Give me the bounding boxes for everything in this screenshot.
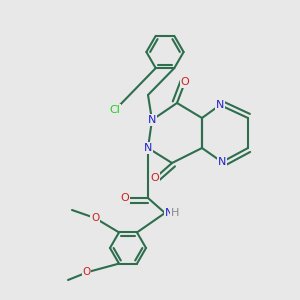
Text: O: O [151, 173, 159, 183]
Text: N: N [164, 208, 173, 218]
Text: Cl: Cl [110, 105, 120, 115]
Text: O: O [91, 213, 99, 223]
Text: H: H [171, 208, 179, 218]
Text: N: N [218, 157, 226, 167]
Text: N: N [148, 115, 156, 125]
Text: O: O [82, 267, 91, 277]
Text: N: N [144, 143, 152, 153]
Text: O: O [121, 193, 129, 203]
Text: N: N [216, 100, 224, 110]
Text: O: O [181, 77, 189, 87]
